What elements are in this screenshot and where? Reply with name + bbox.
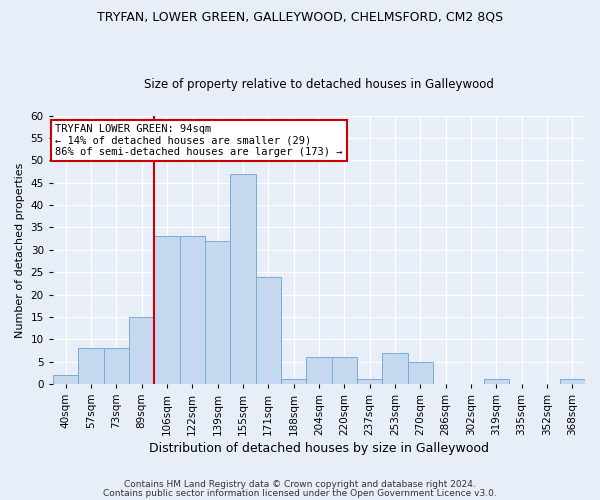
Bar [78,348,104,384]
Bar [407,362,433,384]
Bar [484,380,509,384]
Bar [281,380,306,384]
Bar [179,236,205,384]
Text: TRYFAN, LOWER GREEN, GALLEYWOOD, CHELMSFORD, CM2 8QS: TRYFAN, LOWER GREEN, GALLEYWOOD, CHELMSF… [97,10,503,23]
Text: TRYFAN LOWER GREEN: 94sqm
← 14% of detached houses are smaller (29)
86% of semi-: TRYFAN LOWER GREEN: 94sqm ← 14% of detac… [55,124,343,157]
Text: Contains HM Land Registry data © Crown copyright and database right 2024.: Contains HM Land Registry data © Crown c… [124,480,476,489]
Text: Contains public sector information licensed under the Open Government Licence v3: Contains public sector information licen… [103,490,497,498]
Bar [357,380,382,384]
Bar [382,352,407,384]
Bar [332,357,357,384]
Bar [560,380,585,384]
Bar [104,348,129,384]
Bar [53,375,78,384]
Bar [306,357,332,384]
Y-axis label: Number of detached properties: Number of detached properties [15,162,25,338]
Bar [154,236,179,384]
Bar [230,174,256,384]
Title: Size of property relative to detached houses in Galleywood: Size of property relative to detached ho… [144,78,494,91]
Bar [205,241,230,384]
Bar [129,317,154,384]
Bar [256,276,281,384]
X-axis label: Distribution of detached houses by size in Galleywood: Distribution of detached houses by size … [149,442,489,455]
